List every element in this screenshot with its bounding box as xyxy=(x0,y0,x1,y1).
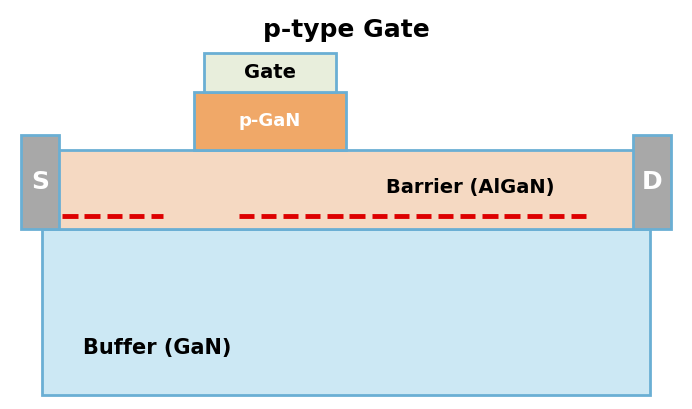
Text: p-type Gate: p-type Gate xyxy=(263,18,429,43)
Text: D: D xyxy=(642,170,662,194)
Text: S: S xyxy=(30,170,49,194)
Text: Buffer (GaN): Buffer (GaN) xyxy=(83,338,231,358)
Bar xyxy=(21,135,59,229)
Bar xyxy=(42,229,650,395)
Text: Gate: Gate xyxy=(244,63,296,82)
Bar xyxy=(42,150,650,229)
Bar xyxy=(633,135,671,229)
Text: Barrier (AlGaN): Barrier (AlGaN) xyxy=(386,178,555,197)
Text: p-GaN: p-GaN xyxy=(239,112,301,130)
Bar xyxy=(204,53,336,92)
Bar xyxy=(194,92,346,150)
